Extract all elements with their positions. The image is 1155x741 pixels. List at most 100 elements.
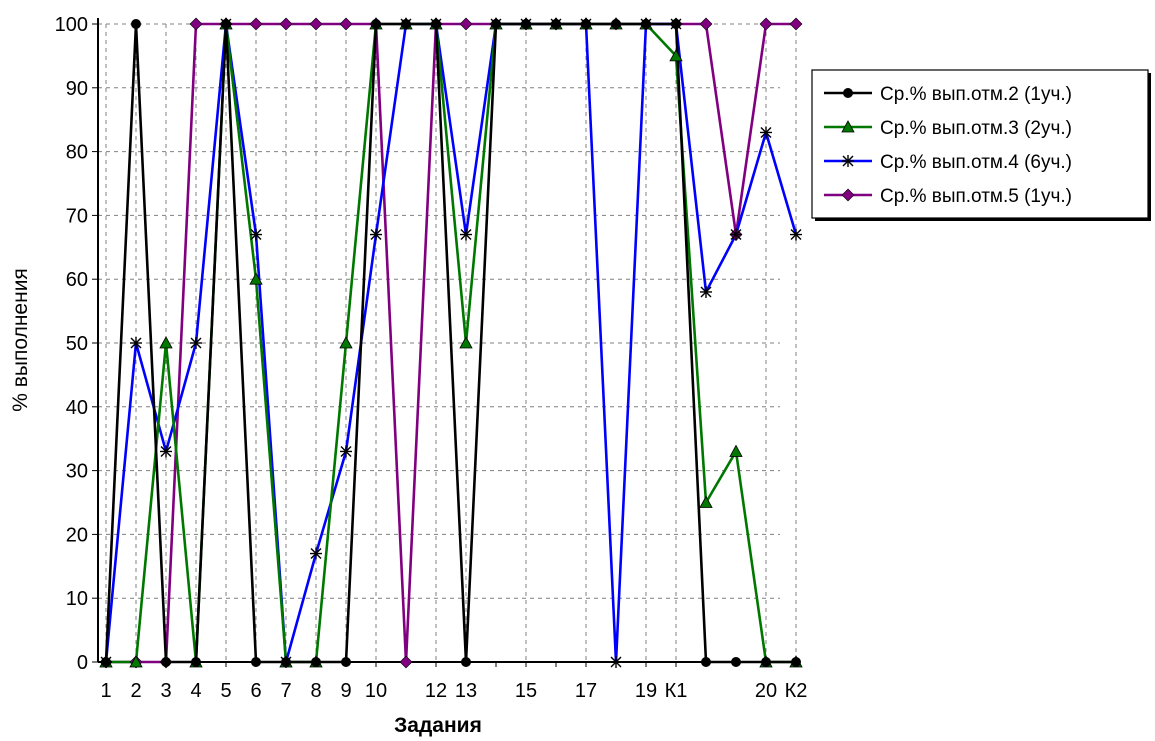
data-point (700, 285, 712, 298)
data-point (190, 337, 202, 349)
data-point (641, 19, 651, 29)
series-line-3 (104, 22, 798, 664)
legend-item: Ср.% вып.отм.3 (2уч.) (824, 118, 1072, 139)
data-point (760, 126, 772, 139)
marker-stroke (610, 656, 622, 668)
data-point (791, 657, 801, 667)
data-point (310, 547, 322, 560)
data-point (249, 17, 263, 31)
y-tick-label: 10 (66, 588, 88, 610)
series-markers-1 (101, 19, 801, 667)
data-point (610, 656, 622, 668)
data-point (251, 657, 261, 667)
x-tick-label: 2 (130, 680, 141, 702)
legend-label: Ср.% вып.отм.2 (1уч.) (880, 84, 1072, 105)
data-point (250, 228, 262, 241)
marker-stroke (250, 229, 262, 241)
x-tick-label: 13 (455, 680, 477, 702)
x-tick-label: 7 (280, 680, 291, 702)
data-point (551, 19, 561, 29)
data-point (161, 657, 171, 667)
data-point (160, 445, 172, 458)
x-tick-label: 8 (310, 680, 321, 702)
data-point (249, 272, 263, 285)
y-tick-labels: 0 10 20 30 40 50 60 70 80 90 100 (55, 14, 88, 674)
data-point (131, 19, 141, 29)
legend-marker (842, 155, 854, 167)
data-point (341, 657, 351, 667)
legend-label: Ср.% вып.отм.3 (2уч.) (880, 118, 1072, 139)
x-tick-label: К2 (785, 680, 808, 702)
legend-marker (843, 88, 853, 98)
y-tick-label: 20 (66, 524, 88, 546)
data-point (521, 19, 531, 29)
data-point (729, 444, 743, 457)
marker-stroke (370, 229, 382, 241)
x-tick-labels: 1 2 3 4 5 6 7 8 9 10 12 13 15 17 19 К1 20 К2 (100, 680, 807, 702)
marker-stroke (700, 286, 712, 298)
marker-stroke (340, 445, 352, 457)
data-point (191, 657, 201, 667)
x-tick-label: 6 (250, 680, 261, 702)
legend-item: Ср.% вып.отм.4 (6уч.) (824, 152, 1072, 173)
x-tick-label: 19 (635, 680, 657, 702)
x-tick-label: 10 (365, 680, 387, 702)
marker-stroke (460, 229, 472, 241)
data-point (340, 445, 352, 458)
marker-stroke (160, 445, 172, 457)
data-point (221, 19, 231, 29)
y-tick-label: 90 (66, 78, 88, 100)
y-tick-label: 100 (55, 14, 88, 36)
data-point (459, 336, 473, 349)
marker-stroke (790, 229, 802, 241)
data-point (731, 657, 741, 667)
data-point (129, 655, 143, 668)
x-tick-label: 17 (575, 680, 597, 702)
data-point (101, 657, 111, 667)
data-point (370, 228, 382, 241)
x-tick-label: 20 (755, 680, 777, 702)
data-point (371, 19, 381, 29)
data-point (311, 657, 321, 667)
data-point (581, 19, 591, 29)
legend-label: Ср.% вып.отм.5 (1уч.) (880, 186, 1072, 207)
data-point (459, 17, 473, 31)
y-axis-title: % выполнения (9, 268, 32, 412)
legend-item: Ср.% вып.отм.5 (1уч.) (824, 186, 1072, 207)
x-tick-label: 5 (220, 680, 231, 702)
marker-stroke (310, 548, 322, 560)
data-point (130, 337, 142, 349)
legend-marker (841, 120, 855, 133)
x-tick-label: 9 (340, 680, 351, 702)
data-point (281, 657, 291, 667)
data-point (401, 19, 411, 29)
legend-label: Ср.% вып.отм.4 (6уч.) (880, 152, 1072, 173)
legend: Ср.% вып.отм.2 (1уч.) Ср.% вып.отм.3 (2уч… (811, 69, 1151, 221)
data-point (790, 228, 802, 241)
data-point (699, 495, 713, 508)
data-point (309, 17, 323, 31)
x-tick-label: 4 (190, 680, 201, 702)
y-tick-label: 70 (66, 205, 88, 227)
data-point (461, 657, 471, 667)
data-point (761, 657, 771, 667)
data-point (611, 19, 621, 29)
legend-box (811, 69, 1149, 219)
data-point (759, 17, 773, 31)
data-point (339, 336, 353, 349)
y-tick-label: 80 (66, 142, 88, 164)
marker-stroke (730, 229, 742, 241)
data-point (669, 49, 683, 62)
x-tick-label: 15 (515, 680, 537, 702)
y-tick-label: 30 (66, 461, 88, 483)
series-group (99, 17, 803, 669)
data-point (159, 336, 173, 349)
data-point (491, 19, 501, 29)
data-point (701, 657, 711, 667)
y-tick-label: 40 (66, 397, 88, 419)
series-line-1 (104, 22, 796, 664)
y-tick-label: 60 (66, 269, 88, 291)
marker-stroke (842, 155, 854, 167)
legend-marker (841, 188, 855, 202)
